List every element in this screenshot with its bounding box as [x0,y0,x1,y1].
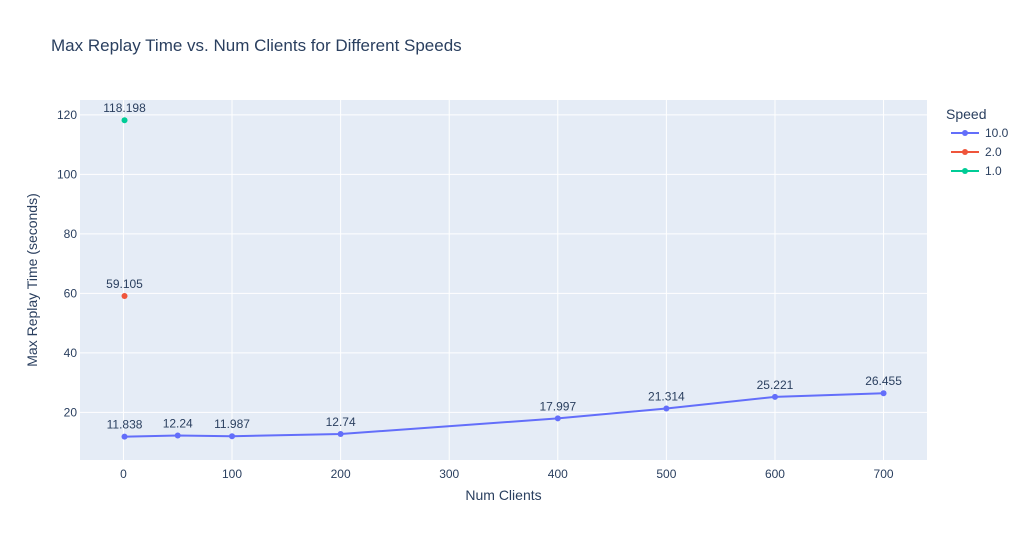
plot-area [80,100,927,460]
data-label: 26.455 [865,374,902,388]
series-2.0: 59.105 [106,277,143,300]
data-label: 21.314 [648,389,685,403]
legend-label: 10.0 [985,126,1009,140]
x-tick-label: 600 [765,467,785,481]
x-axis-title: Num Clients [465,487,541,503]
legend-item: 10.0 [951,126,1009,140]
chart-title: Max Replay Time vs. Num Clients for Diff… [51,36,462,55]
axis-ticks: 0 100 200 300 400 500 600 700 20 40 60 80 100 120 [57,108,894,481]
grid [80,100,927,460]
x-tick-label: 0 [120,467,127,481]
data-point [554,415,561,422]
data-point [229,433,236,440]
legend: Speed 10.0 2.0 1.0 [946,106,1009,178]
data-point [174,432,181,439]
data-label: 59.105 [106,277,143,291]
y-tick-label: 100 [57,167,77,181]
x-tick-label: 700 [874,467,894,481]
data-label: 17.997 [539,399,576,413]
x-tick-label: 500 [656,467,676,481]
legend-title: Speed [946,106,986,122]
data-label: 25.221 [757,378,794,392]
x-tick-label: 200 [331,467,351,481]
series-layer: 11.838 12.24 11.987 12.74 17.997 21.314 25.221… [103,101,902,440]
data-point [121,293,128,300]
data-label: 12.74 [326,415,356,429]
y-axis-title: Max Replay Time (seconds) [24,193,40,367]
y-tick-label: 80 [64,227,78,241]
data-point [663,405,670,412]
data-point [337,430,344,437]
legend-marker [962,149,968,155]
data-label: 12.24 [163,416,193,430]
legend-label: 2.0 [985,145,1002,159]
data-label: 11.838 [107,418,143,432]
x-tick-label: 400 [548,467,568,481]
data-point [121,433,128,440]
y-tick-label: 40 [64,346,78,360]
x-tick-label: 300 [439,467,459,481]
y-tick-label: 20 [64,405,78,419]
data-label: 118.198 [103,101,146,115]
x-tick-label: 100 [222,467,242,481]
series-10.0: 11.838 12.24 11.987 12.74 17.997 21.314 25.221… [107,374,902,440]
series-1.0: 118.198 [103,101,146,124]
legend-label: 1.0 [985,164,1002,178]
data-point [121,117,128,124]
series-line [124,392,884,438]
data-point [880,390,887,397]
data-label: 11.987 [214,417,250,431]
legend-item: 2.0 [951,145,1002,159]
y-tick-label: 60 [64,286,78,300]
legend-item: 1.0 [951,164,1002,178]
legend-marker [962,168,968,174]
legend-marker [962,130,968,136]
y-tick-label: 120 [57,108,77,122]
data-point [771,393,778,400]
